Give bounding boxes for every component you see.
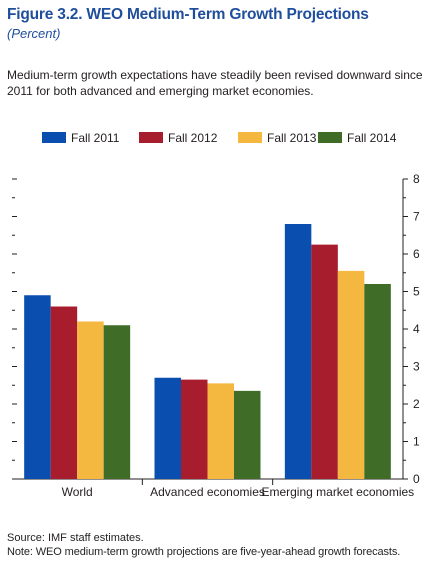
footnote: Note: WEO medium-term growth projections…	[7, 546, 401, 558]
bar-1-1	[24, 295, 51, 479]
y-tick-label-1: 1	[413, 435, 420, 449]
y-tick-label-6: 6	[413, 247, 420, 261]
bar-3-1	[284, 224, 312, 479]
legend-swatch-2	[139, 132, 163, 143]
bar-1-4	[103, 325, 131, 479]
y-tick-label-4: 4	[413, 322, 420, 336]
y-tick-label-5: 5	[413, 285, 420, 299]
legend-label-4: Fall 2014	[347, 131, 397, 145]
bar-1-2	[50, 306, 78, 479]
legend-label-3: Fall 2013	[267, 131, 317, 145]
x-category-label-3: Emerging market economies	[261, 485, 414, 499]
source-note: Source: IMF staff estimates.	[7, 532, 144, 544]
bar-1-3	[77, 321, 104, 479]
chart-labels: 0 1 2 3 4 5 6 7 8 World Advanced economiesEmerging…	[62, 172, 420, 499]
figure-caption: Medium-term growth expectations have ste…	[7, 68, 423, 98]
legend-swatch-1	[42, 132, 66, 143]
y-tick-label-7: 7	[413, 210, 420, 224]
chart-legend: Fall 2011 Fall 2012 Fall 2013 Fall 2014	[42, 131, 397, 145]
figure-title: Figure 3.2. WEO Medium-Term Growth Proje…	[7, 6, 369, 23]
y-tick-label-0: 0	[413, 472, 420, 486]
figure-subtitle: (Percent)	[7, 26, 61, 41]
bar-2-4	[234, 390, 261, 479]
bar-2-1	[154, 377, 181, 479]
y-tick-label-8: 8	[413, 172, 420, 186]
legend-swatch-4	[318, 132, 342, 143]
y-tick-label-3: 3	[413, 360, 420, 374]
x-category-label-2: Advanced economies	[150, 485, 265, 499]
legend-label-2: Fall 2012	[168, 131, 218, 145]
bar-3-2	[311, 244, 338, 479]
bar-chart: Fall 2011 Fall 2012 Fall 2013 Fall 2014 0 1 2…	[12, 131, 420, 499]
bar-3-4	[364, 284, 391, 479]
bar-2-2	[181, 379, 208, 479]
chart-bars	[24, 224, 391, 479]
bar-2-3	[207, 383, 234, 479]
legend-swatch-3	[238, 132, 262, 143]
y-tick-label-2: 2	[413, 397, 420, 411]
x-category-label-1: World	[62, 485, 93, 499]
bar-3-3	[337, 270, 365, 479]
legend-label-1: Fall 2011	[71, 131, 120, 145]
